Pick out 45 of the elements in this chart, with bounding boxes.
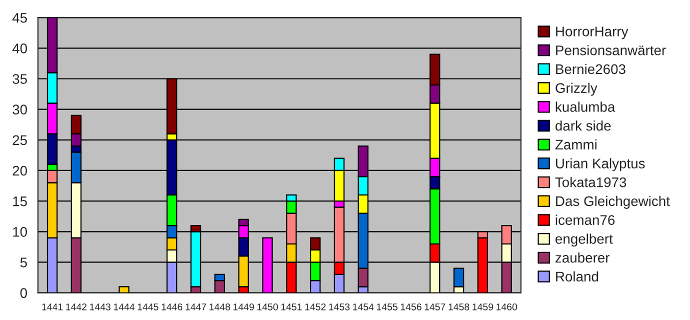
legend-label: Grizzly (556, 82, 598, 96)
x-tick-label: 1456 (400, 303, 422, 310)
x-tick-label: 1457 (424, 304, 446, 310)
x-tick-label: 1445 (138, 304, 158, 310)
legend-label: dark side (556, 120, 611, 131)
legend-label: Bernie2603 (556, 64, 626, 74)
y-tick-label: 15 (13, 196, 27, 206)
x-tick-label: 1453 (329, 303, 350, 310)
y-tick-label: 5 (20, 258, 27, 268)
legend-label: Zammi (555, 139, 596, 150)
bar (118, 286, 130, 293)
y-tick-label: 35 (12, 74, 27, 84)
y-tick-label: 20 (12, 166, 27, 176)
y-tick-label: 0 (20, 288, 27, 298)
legend-label: HorrorHarry (556, 26, 628, 40)
legend-label: Das Gleichgewicht (556, 196, 670, 209)
legend-label: iceman76 (556, 214, 615, 225)
x-tick-label: 1454 (353, 304, 374, 310)
x-tick-label: 1452 (305, 303, 326, 310)
x-tick-label: 1451 (281, 304, 302, 310)
legend-label: Roland (556, 271, 598, 282)
legend-label: Urian Kalyptus (556, 158, 645, 172)
y-tick-label: 10 (13, 226, 27, 237)
x-tick-label: 1458 (448, 303, 470, 310)
x-tick-label: 1446 (162, 303, 182, 310)
y-tick-label: 45 (12, 13, 27, 23)
x-tick-label: 1448 (210, 303, 230, 310)
x-tick-label: 1460 (496, 303, 518, 310)
x-tick-label: 1455 (376, 304, 398, 310)
x-tick-label: 1444 (114, 304, 135, 310)
x-tick-label: 1447 (186, 304, 206, 310)
x-tick-label: 1450 (257, 303, 278, 310)
x-tick-label: 1442 (66, 303, 87, 310)
x-tick-label: 1459 (472, 303, 494, 310)
legend-label: Tokata1973 (555, 177, 626, 188)
y-tick-label: 25 (12, 135, 27, 146)
legend-label: Pensionsanwärter (556, 45, 666, 56)
y-tick-label: 30 (12, 104, 27, 115)
legend-label: kualumba (556, 102, 616, 112)
x-tick-label: 1441 (42, 304, 63, 310)
x-tick-label: 1449 (234, 303, 254, 310)
x-tick-label: 1443 (90, 303, 111, 310)
legend-label: engelbert (556, 234, 613, 247)
legend-label: zauberer (556, 252, 610, 263)
y-tick-label: 40 (12, 44, 27, 54)
